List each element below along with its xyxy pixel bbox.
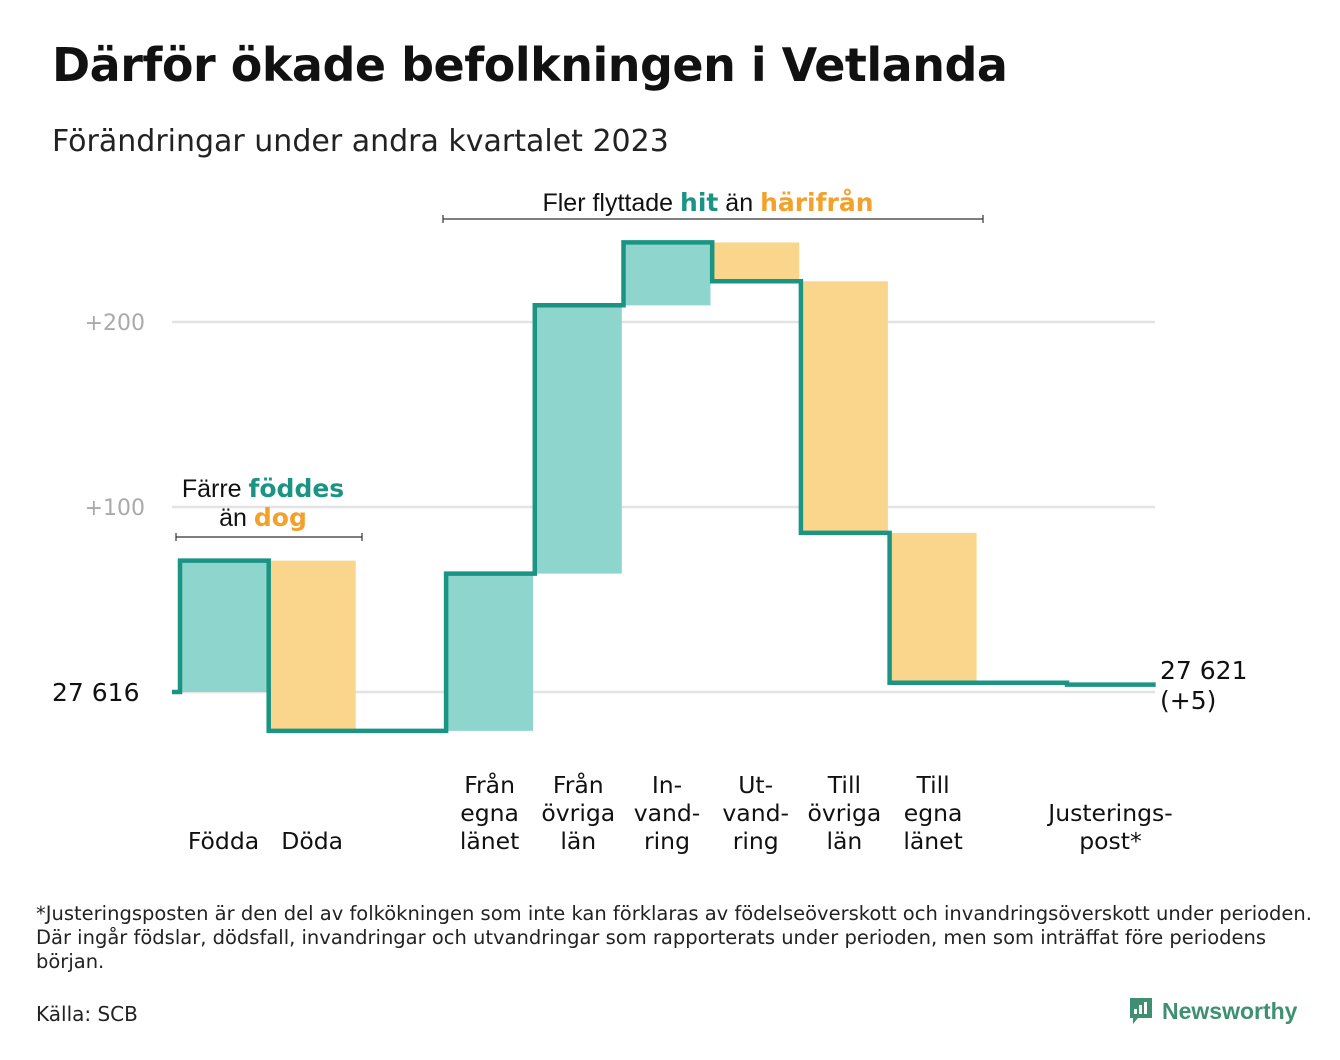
category-label: länet: [460, 827, 520, 855]
bars: [180, 242, 1154, 731]
waterfall-bar: [180, 560, 267, 692]
annotation-births-line1: Färre föddes: [182, 474, 344, 503]
waterfall-chart: +200+100 Födda DödaFrånegnalänetFrånövrig…: [52, 188, 1247, 855]
category-label: vand-: [634, 799, 701, 827]
step-line: [172, 240, 1156, 734]
y-tick-label: +100: [85, 496, 145, 521]
annotation-text: Färre: [182, 475, 249, 503]
annotation-teal-word: föddes: [249, 474, 345, 503]
category-label: Från: [464, 771, 515, 799]
end-value-label: 27 621: [1160, 656, 1247, 685]
category-label: post*: [1079, 827, 1142, 855]
category-label: Från: [553, 771, 604, 799]
category-label: ring: [644, 827, 690, 855]
category-label: län: [560, 827, 596, 855]
category-label: ring: [733, 827, 779, 855]
category-label: län: [826, 827, 862, 855]
labels: Födda DödaFrånegnalänetFrånövrigalänIn-va…: [52, 656, 1247, 855]
category-label: Till: [915, 771, 949, 799]
category-label: Ut-: [738, 771, 773, 799]
waterfall-bar: [800, 281, 888, 533]
category-label: Födda: [188, 827, 259, 855]
end-change-label: (+5): [1160, 686, 1216, 715]
chart-title: Därför ökade befolkningen i Vetlanda: [52, 38, 1008, 92]
category-label: egna: [460, 799, 519, 827]
waterfall-bar: [712, 242, 800, 282]
annotation-orange-word: dog: [254, 503, 307, 532]
category-label: länet: [903, 827, 963, 855]
footnote: *Justeringsposten är den del av folkökni…: [36, 902, 1312, 973]
annotation-text: än: [219, 504, 254, 532]
cumulative-line: [172, 240, 1156, 734]
annotation-teal-word: hit: [680, 188, 718, 217]
y-tick-label: +200: [85, 311, 145, 336]
annotation-migration: Fler flyttade hit än härifrån: [542, 188, 873, 217]
category-label: Justerings-: [1046, 799, 1172, 827]
category-label: Döda: [281, 827, 343, 855]
waterfall-bar: [446, 573, 534, 731]
waterfall-bar: [534, 305, 622, 574]
chart-subtitle: Förändringar under andra kvartalet 2023: [52, 124, 669, 159]
category-label: Till: [827, 771, 861, 799]
category-label: övriga: [541, 799, 615, 827]
newsworthy-logo-icon: [1130, 998, 1152, 1024]
category-label: övriga: [808, 799, 882, 827]
newsworthy-logo: Newsworthy: [1128, 996, 1297, 1026]
newsworthy-logo-text: Newsworthy: [1162, 997, 1298, 1024]
annotation-births-line2: än dog: [219, 503, 307, 532]
category-label: egna: [904, 799, 963, 827]
annotation-text: än: [718, 189, 760, 217]
annotation-text: Fler flyttade: [542, 189, 680, 217]
waterfall-bar: [623, 242, 711, 306]
waterfall-bar: [268, 560, 356, 731]
annotation-orange-word: härifrån: [760, 188, 873, 217]
source-note: Källa: SCB: [36, 1002, 138, 1026]
start-value-label: 27 616: [52, 678, 139, 707]
category-label: In-: [652, 771, 682, 799]
category-label: vand-: [722, 799, 789, 827]
waterfall-bar: [889, 532, 977, 683]
